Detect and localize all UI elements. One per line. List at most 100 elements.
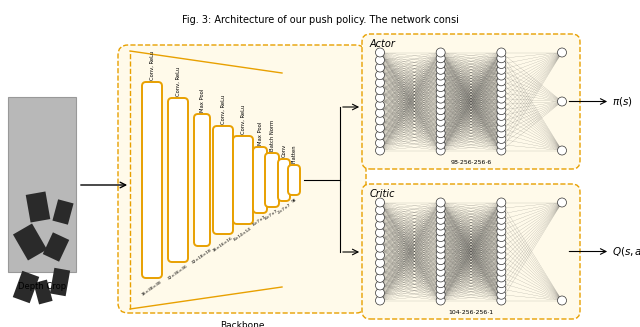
Circle shape [436,83,445,92]
Text: Flatten: Flatten [291,145,296,163]
Circle shape [497,134,506,144]
Circle shape [557,97,566,106]
Circle shape [436,290,445,299]
Circle shape [497,273,506,282]
Text: Actor: Actor [370,39,396,49]
Circle shape [436,227,445,236]
Text: 98: 98 [291,197,298,203]
Circle shape [436,198,445,207]
Circle shape [376,296,385,305]
Circle shape [557,146,566,155]
Text: 104·256·256·1: 104·256·256·1 [449,310,493,315]
Circle shape [497,65,506,74]
Bar [26,192,51,223]
Circle shape [376,86,385,95]
Circle shape [376,146,385,155]
Circle shape [376,78,385,87]
Circle shape [376,281,385,290]
Text: 16×16×16: 16×16×16 [212,236,234,253]
Circle shape [497,290,506,299]
Circle shape [497,256,506,265]
Circle shape [376,131,385,140]
Text: 2×7×7: 2×7×7 [276,203,291,215]
Circle shape [376,116,385,125]
Text: Conv: Conv [282,144,287,157]
Text: 8×7×7: 8×7×7 [253,215,268,227]
Circle shape [436,296,445,305]
Circle shape [436,221,445,230]
Circle shape [497,117,506,126]
Circle shape [497,261,506,270]
Circle shape [376,273,385,283]
Circle shape [436,250,445,259]
Circle shape [376,236,385,245]
Circle shape [436,279,445,288]
Text: $Q(s,a)$: $Q(s,a)$ [612,245,640,258]
Text: Max Pool: Max Pool [200,89,205,112]
Circle shape [497,267,506,276]
Circle shape [497,106,506,115]
Circle shape [436,123,445,132]
Circle shape [497,279,506,288]
Circle shape [557,198,566,207]
Circle shape [436,238,445,247]
Circle shape [497,123,506,132]
Circle shape [376,63,385,72]
Circle shape [497,60,506,69]
FancyBboxPatch shape [362,34,580,169]
Text: Conv, ReLu: Conv, ReLu [221,95,225,124]
Circle shape [497,94,506,103]
Circle shape [436,48,445,57]
Circle shape [436,146,445,155]
Circle shape [436,284,445,293]
Circle shape [497,83,506,92]
Circle shape [436,134,445,144]
Circle shape [436,261,445,270]
Bar [33,280,52,304]
Circle shape [557,296,566,305]
Circle shape [436,140,445,149]
FancyBboxPatch shape [265,153,279,207]
Circle shape [436,117,445,126]
Circle shape [376,48,385,57]
Text: Backbone: Backbone [220,321,264,327]
Text: 98·256·256·6: 98·256·256·6 [451,160,492,165]
Circle shape [497,129,506,138]
Circle shape [376,71,385,79]
Circle shape [497,48,506,57]
Circle shape [436,88,445,97]
Circle shape [376,213,385,222]
Circle shape [497,198,506,207]
FancyBboxPatch shape [168,98,188,262]
FancyBboxPatch shape [278,159,290,201]
Text: 8×14×14: 8×14×14 [233,226,253,241]
Bar [13,271,39,303]
Bar [52,199,74,225]
Circle shape [497,232,506,242]
Text: Fig. 3: Architecture of our push policy. The network consi: Fig. 3: Architecture of our push policy.… [182,15,458,25]
Circle shape [436,94,445,103]
Text: Conv, ReLu: Conv, ReLu [150,51,154,80]
Circle shape [436,256,445,265]
Circle shape [497,140,506,149]
Bar [13,224,47,261]
Circle shape [497,77,506,86]
Circle shape [497,100,506,109]
Circle shape [436,54,445,63]
Circle shape [497,88,506,97]
Circle shape [497,210,506,218]
Circle shape [436,77,445,86]
Text: Depth Crop: Depth Crop [18,282,66,291]
Circle shape [497,250,506,259]
Circle shape [376,258,385,267]
Circle shape [376,198,385,207]
Circle shape [497,284,506,293]
Circle shape [436,210,445,218]
Circle shape [497,54,506,63]
Circle shape [376,101,385,110]
Circle shape [436,273,445,282]
Circle shape [376,288,385,298]
Text: Max Pool: Max Pool [257,122,262,145]
Circle shape [376,266,385,275]
FancyBboxPatch shape [233,136,253,224]
